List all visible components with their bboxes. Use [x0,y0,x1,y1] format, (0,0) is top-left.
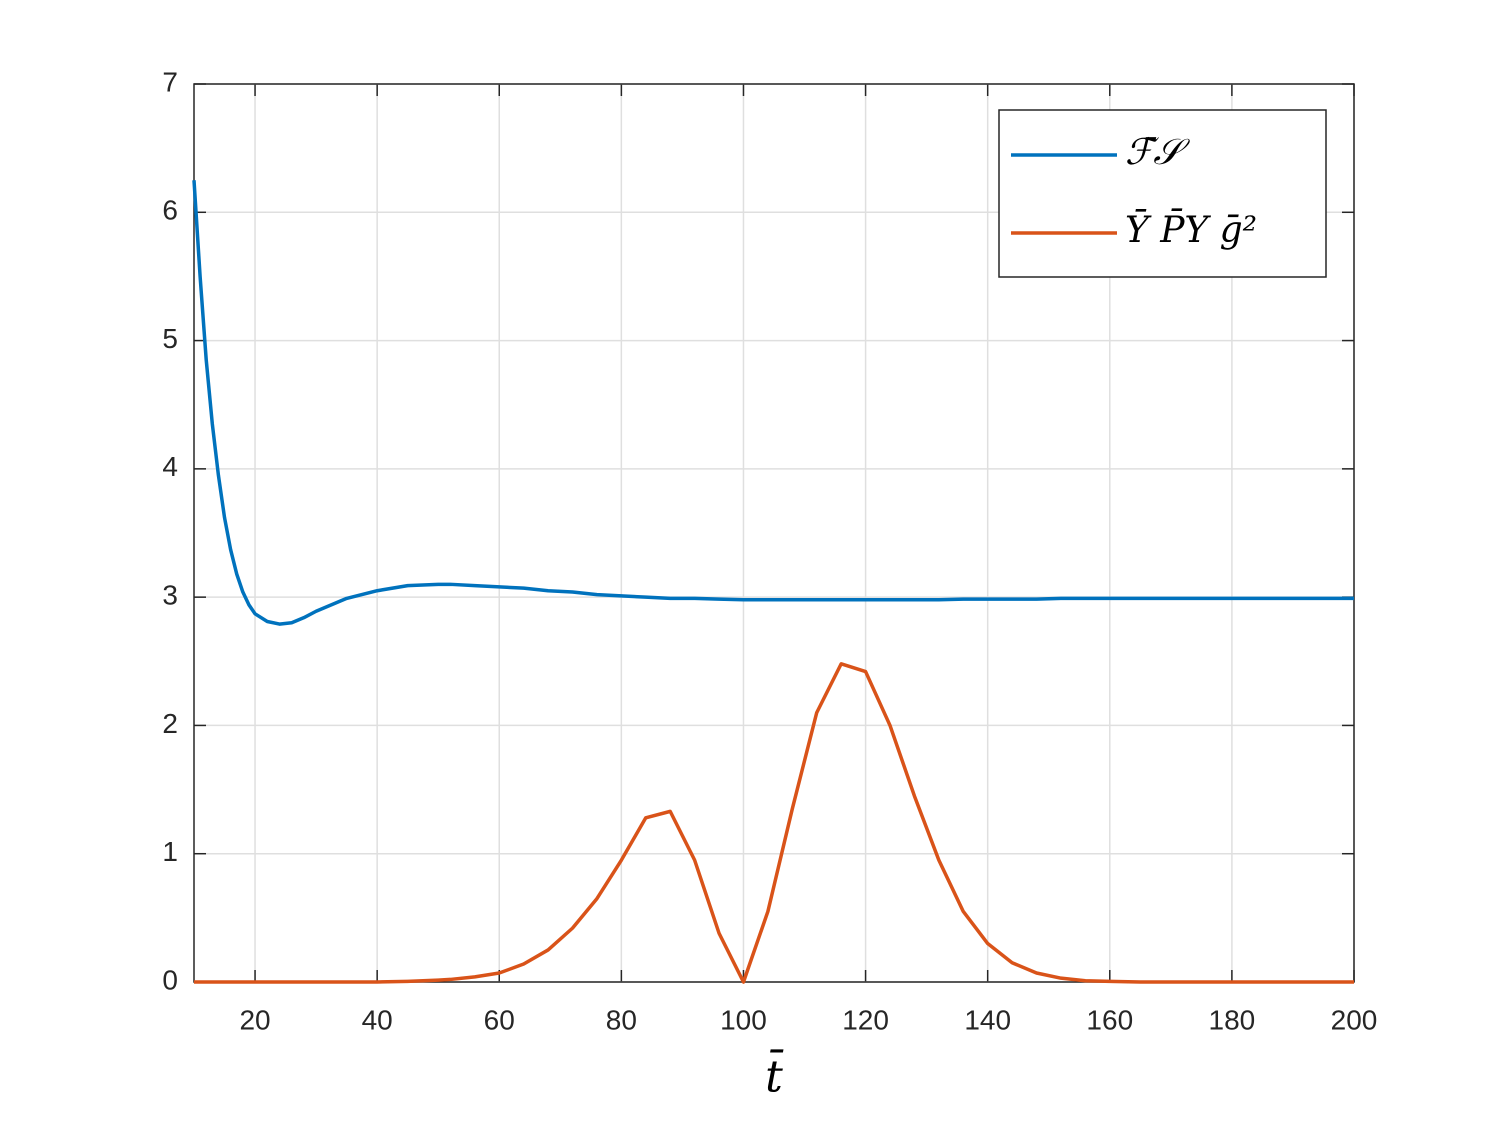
x-tick-label: 140 [964,1004,1011,1035]
x-tick-label: 20 [239,1004,270,1035]
data-line [194,662,1354,984]
y-tick-label: 1 [162,836,178,867]
y-tick-label: 0 [162,964,178,995]
x-tick-label: 80 [606,1004,637,1035]
legend-label: ℱ̄𝒮 [1125,132,1190,173]
x-tick-label: 60 [484,1004,515,1035]
x-tick-label: 120 [842,1004,889,1035]
x-tick-label: 40 [362,1004,393,1035]
data-line [192,180,1354,626]
x-axis-label: t̄ [765,1048,783,1103]
y-tick-label: 5 [162,323,178,354]
legend-label: Ȳ P̄Y ḡ² [1125,208,1257,251]
y-tick-label: 6 [162,195,178,226]
x-tick-label: 180 [1209,1004,1256,1035]
y-tick-label: 2 [162,708,178,739]
x-tick-label: 160 [1086,1004,1133,1035]
y-tick-label: 3 [162,580,178,611]
x-tick-label: 100 [720,1004,767,1035]
x-tick-label: 200 [1331,1004,1378,1035]
y-tick-label: 7 [162,66,178,97]
axes-box [193,83,1355,983]
legend-box [998,109,1327,278]
y-tick-label: 4 [162,451,178,482]
